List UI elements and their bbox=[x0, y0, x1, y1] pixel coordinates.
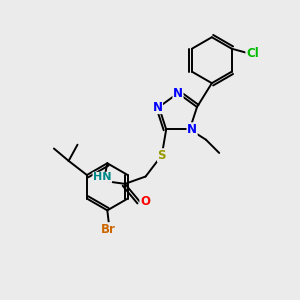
Text: HN: HN bbox=[93, 172, 112, 182]
Text: S: S bbox=[158, 149, 166, 162]
Text: N: N bbox=[187, 123, 197, 136]
Text: Cl: Cl bbox=[246, 46, 259, 60]
Text: O: O bbox=[140, 195, 150, 208]
Text: N: N bbox=[173, 87, 183, 100]
Text: Br: Br bbox=[101, 223, 116, 236]
Text: N: N bbox=[152, 100, 163, 113]
